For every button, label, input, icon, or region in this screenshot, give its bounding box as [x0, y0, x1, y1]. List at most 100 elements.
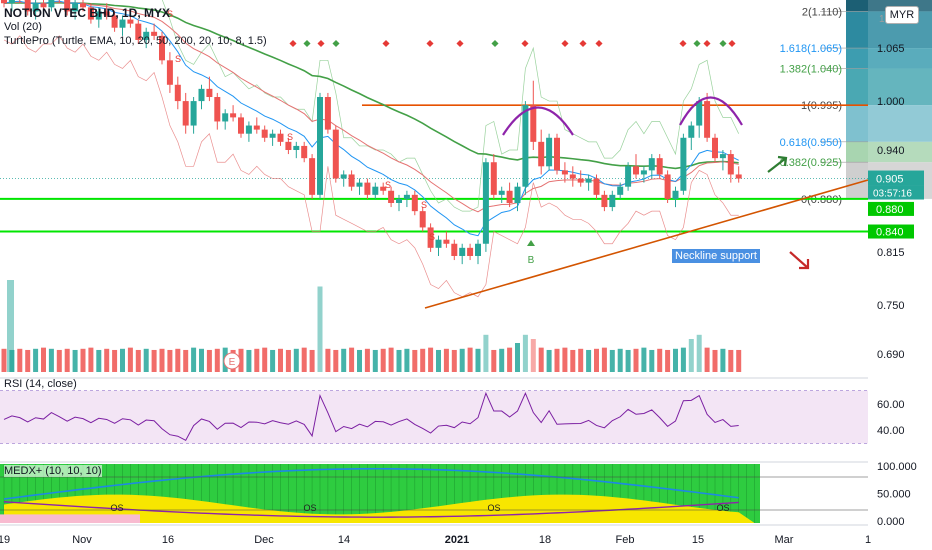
volume-bar — [641, 347, 647, 372]
candle — [735, 166, 742, 183]
rsi-legend[interactable]: RSI (14, close) — [4, 378, 77, 390]
candle — [498, 186, 505, 203]
volume-bar — [96, 349, 102, 372]
candle-body — [356, 182, 363, 187]
candle-body — [467, 247, 474, 256]
candle — [95, 7, 102, 28]
volume-bar — [688, 339, 694, 372]
medx-marker: OS — [110, 503, 123, 513]
volume-bar — [625, 349, 631, 372]
candle — [640, 166, 647, 183]
volume-bar — [436, 349, 441, 372]
rsi-tick-label: 60.00 — [877, 399, 905, 411]
candle-body — [190, 101, 197, 126]
candle — [159, 31, 165, 65]
volume-bar — [143, 348, 149, 372]
turtle-legend[interactable]: TurtlePro (Turtle, EMA, 10, 20, 50, 200,… — [4, 35, 267, 47]
volume-bar — [475, 348, 481, 372]
candle — [143, 27, 150, 49]
symbol-title[interactable]: NOTION VTEC BHD, 1D, MYX — [4, 6, 171, 20]
candle — [293, 141, 300, 159]
candle — [727, 150, 734, 183]
fib-label-2: 1.382(1.040) — [780, 63, 842, 75]
candle-body — [103, 11, 110, 16]
candle — [166, 52, 173, 93]
readout-bg — [868, 170, 924, 186]
volume-bar — [325, 348, 331, 372]
price-tick-label: 1.000 — [877, 96, 905, 108]
candle — [48, 0, 55, 12]
medx-legend[interactable]: MEDX+ (10, 10, 10) — [4, 465, 102, 477]
candle — [253, 117, 260, 134]
readout-support-2: 0.840 — [876, 227, 904, 239]
candle — [451, 239, 458, 261]
candle — [585, 174, 592, 191]
candle-body — [261, 129, 268, 138]
price-tick-label: 0.815 — [877, 247, 905, 259]
volume-bar — [696, 334, 702, 372]
volume-bar — [554, 348, 560, 372]
volume-spike — [7, 280, 14, 372]
candle-body — [8, 0, 15, 4]
volume-bar — [333, 349, 339, 372]
time-tick-label: 14 — [338, 534, 350, 546]
candle-body — [198, 88, 205, 102]
fib-zone-6 — [846, 162, 868, 199]
candle — [672, 186, 679, 208]
candle — [648, 154, 655, 179]
signal-diamond — [426, 39, 434, 48]
candle — [24, 0, 31, 16]
candle-body — [48, 0, 55, 8]
candle-body — [498, 190, 505, 195]
candle — [593, 174, 600, 199]
candle-body — [159, 35, 165, 61]
fib-zone-4 — [846, 105, 868, 142]
candle-body — [427, 227, 434, 248]
candle — [380, 182, 387, 195]
medx-marker: OS — [487, 503, 500, 513]
fib-axis-zone-2 — [868, 48, 932, 69]
rsi-band — [0, 390, 868, 444]
candle-body — [364, 182, 371, 195]
currency-badge[interactable]: MYR — [885, 6, 919, 24]
medx-tick-label: 0.000 — [877, 516, 905, 528]
candle — [506, 182, 513, 208]
candle-body — [111, 15, 118, 28]
candle — [261, 125, 268, 142]
candle — [435, 235, 442, 256]
candle-body — [727, 154, 734, 175]
candle — [127, 11, 134, 28]
fib-zone-3 — [846, 68, 868, 106]
volume-bar — [491, 349, 497, 372]
candle-body — [135, 23, 142, 40]
candle — [680, 133, 687, 195]
candle-body — [475, 243, 481, 256]
candle-body — [656, 158, 663, 175]
candle — [490, 154, 497, 199]
fib-axis-zone-4 — [868, 105, 932, 142]
candle — [285, 137, 292, 155]
volume-bar — [41, 347, 46, 372]
candle-body — [206, 88, 213, 98]
volume-bar — [657, 348, 663, 372]
medx-blue-line — [3, 467, 739, 500]
candle — [403, 190, 410, 208]
vol-legend[interactable]: Vol (20) — [4, 21, 42, 33]
candle-body — [403, 194, 410, 199]
ema-mid-line — [3, 1, 739, 213]
candle — [301, 141, 308, 163]
time-tick-label: 1 — [865, 534, 871, 546]
signal-diamond — [561, 39, 569, 48]
candle — [182, 92, 189, 134]
candle-body — [435, 239, 442, 248]
volume-bar — [159, 348, 165, 372]
sell-marker: S — [287, 132, 293, 142]
candle — [538, 129, 545, 175]
candle-body — [696, 101, 703, 126]
signal-diamond — [579, 39, 587, 48]
volume-bar — [483, 334, 489, 372]
rsi-line — [3, 391, 739, 442]
candle-body — [95, 11, 102, 20]
